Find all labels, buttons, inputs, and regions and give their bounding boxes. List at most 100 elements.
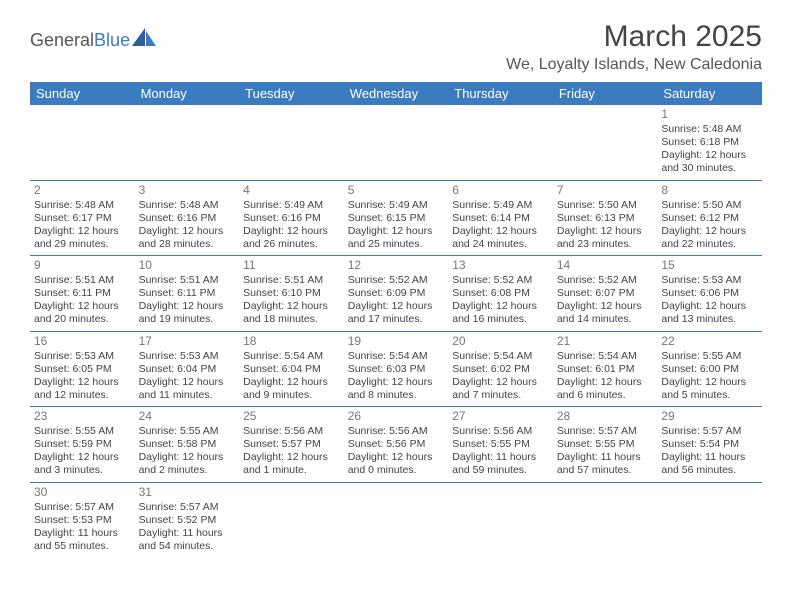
- calendar-day: 29Sunrise: 5:57 AMSunset: 5:54 PMDayligh…: [657, 407, 762, 483]
- day-number: 10: [139, 258, 236, 273]
- calendar-day: 4Sunrise: 5:49 AMSunset: 6:16 PMDaylight…: [239, 180, 344, 256]
- daylight-line: Daylight: 12 hours and 22 minutes.: [661, 225, 758, 251]
- calendar-empty: [239, 482, 344, 557]
- day-number: 2: [34, 183, 131, 198]
- daylight-line: Daylight: 12 hours and 1 minute.: [243, 451, 340, 477]
- sunset-line: Sunset: 6:12 PM: [661, 212, 758, 225]
- day-number: 17: [139, 334, 236, 349]
- daylight-line: Daylight: 12 hours and 3 minutes.: [34, 451, 131, 477]
- day-number: 15: [661, 258, 758, 273]
- logo: GeneralBlue: [30, 20, 158, 53]
- location-subtitle: We, Loyalty Islands, New Caledonia: [506, 56, 762, 74]
- sunset-line: Sunset: 6:01 PM: [557, 363, 654, 376]
- sunrise-line: Sunrise: 5:49 AM: [452, 199, 549, 212]
- day-number: 14: [557, 258, 654, 273]
- calendar-empty: [344, 105, 449, 180]
- daylight-line: Daylight: 11 hours and 57 minutes.: [557, 451, 654, 477]
- calendar-week: 23Sunrise: 5:55 AMSunset: 5:59 PMDayligh…: [30, 407, 762, 483]
- day-number: 27: [452, 409, 549, 424]
- sunrise-line: Sunrise: 5:49 AM: [348, 199, 445, 212]
- daylight-line: Daylight: 11 hours and 59 minutes.: [452, 451, 549, 477]
- sunset-line: Sunset: 6:15 PM: [348, 212, 445, 225]
- sunrise-line: Sunrise: 5:54 AM: [243, 350, 340, 363]
- calendar-empty: [30, 105, 135, 180]
- weekday-header: Sunday: [30, 82, 135, 105]
- calendar-day: 9Sunrise: 5:51 AMSunset: 6:11 PMDaylight…: [30, 256, 135, 332]
- day-number: 5: [348, 183, 445, 198]
- daylight-line: Daylight: 12 hours and 7 minutes.: [452, 376, 549, 402]
- day-number: 9: [34, 258, 131, 273]
- sunrise-line: Sunrise: 5:48 AM: [661, 123, 758, 136]
- sunrise-line: Sunrise: 5:53 AM: [661, 274, 758, 287]
- calendar-day: 1Sunrise: 5:48 AMSunset: 6:18 PMDaylight…: [657, 105, 762, 180]
- sunset-line: Sunset: 6:16 PM: [243, 212, 340, 225]
- sunset-line: Sunset: 6:00 PM: [661, 363, 758, 376]
- sunrise-line: Sunrise: 5:52 AM: [452, 274, 549, 287]
- calendar-table: SundayMondayTuesdayWednesdayThursdayFrid…: [30, 82, 762, 557]
- calendar-day: 6Sunrise: 5:49 AMSunset: 6:14 PMDaylight…: [448, 180, 553, 256]
- sunrise-line: Sunrise: 5:52 AM: [348, 274, 445, 287]
- day-number: 1: [661, 107, 758, 122]
- day-number: 26: [348, 409, 445, 424]
- calendar-day: 8Sunrise: 5:50 AMSunset: 6:12 PMDaylight…: [657, 180, 762, 256]
- calendar-day: 30Sunrise: 5:57 AMSunset: 5:53 PMDayligh…: [30, 482, 135, 557]
- sunset-line: Sunset: 6:17 PM: [34, 212, 131, 225]
- calendar-day: 16Sunrise: 5:53 AMSunset: 6:05 PMDayligh…: [30, 331, 135, 407]
- calendar-day: 31Sunrise: 5:57 AMSunset: 5:52 PMDayligh…: [135, 482, 240, 557]
- daylight-line: Daylight: 12 hours and 17 minutes.: [348, 300, 445, 326]
- day-number: 25: [243, 409, 340, 424]
- calendar-day: 15Sunrise: 5:53 AMSunset: 6:06 PMDayligh…: [657, 256, 762, 332]
- calendar-empty: [553, 482, 658, 557]
- day-number: 30: [34, 485, 131, 500]
- sunset-line: Sunset: 6:03 PM: [348, 363, 445, 376]
- sunrise-line: Sunrise: 5:57 AM: [661, 425, 758, 438]
- sunrise-line: Sunrise: 5:50 AM: [661, 199, 758, 212]
- calendar-day: 20Sunrise: 5:54 AMSunset: 6:02 PMDayligh…: [448, 331, 553, 407]
- calendar-day: 7Sunrise: 5:50 AMSunset: 6:13 PMDaylight…: [553, 180, 658, 256]
- day-number: 4: [243, 183, 340, 198]
- day-number: 7: [557, 183, 654, 198]
- calendar-empty: [553, 105, 658, 180]
- sunset-line: Sunset: 6:11 PM: [34, 287, 131, 300]
- sunset-line: Sunset: 6:08 PM: [452, 287, 549, 300]
- calendar-day: 21Sunrise: 5:54 AMSunset: 6:01 PMDayligh…: [553, 331, 658, 407]
- sunset-line: Sunset: 5:53 PM: [34, 514, 131, 527]
- day-number: 18: [243, 334, 340, 349]
- weekday-header: Monday: [135, 82, 240, 105]
- calendar-week: 30Sunrise: 5:57 AMSunset: 5:53 PMDayligh…: [30, 482, 762, 557]
- daylight-line: Daylight: 12 hours and 19 minutes.: [139, 300, 236, 326]
- day-number: 23: [34, 409, 131, 424]
- sunset-line: Sunset: 6:05 PM: [34, 363, 131, 376]
- daylight-line: Daylight: 12 hours and 9 minutes.: [243, 376, 340, 402]
- sunset-line: Sunset: 6:09 PM: [348, 287, 445, 300]
- calendar-day: 24Sunrise: 5:55 AMSunset: 5:58 PMDayligh…: [135, 407, 240, 483]
- sunrise-line: Sunrise: 5:56 AM: [348, 425, 445, 438]
- daylight-line: Daylight: 12 hours and 20 minutes.: [34, 300, 131, 326]
- daylight-line: Daylight: 12 hours and 30 minutes.: [661, 149, 758, 175]
- calendar-day: 17Sunrise: 5:53 AMSunset: 6:04 PMDayligh…: [135, 331, 240, 407]
- weekday-header: Tuesday: [239, 82, 344, 105]
- daylight-line: Daylight: 12 hours and 25 minutes.: [348, 225, 445, 251]
- sunrise-line: Sunrise: 5:54 AM: [348, 350, 445, 363]
- day-number: 21: [557, 334, 654, 349]
- calendar-week: 16Sunrise: 5:53 AMSunset: 6:05 PMDayligh…: [30, 331, 762, 407]
- sunset-line: Sunset: 5:55 PM: [557, 438, 654, 451]
- sunrise-line: Sunrise: 5:48 AM: [34, 199, 131, 212]
- sunset-line: Sunset: 6:04 PM: [139, 363, 236, 376]
- calendar-day: 23Sunrise: 5:55 AMSunset: 5:59 PMDayligh…: [30, 407, 135, 483]
- daylight-line: Daylight: 12 hours and 0 minutes.: [348, 451, 445, 477]
- sunset-line: Sunset: 6:18 PM: [661, 136, 758, 149]
- calendar-week: 1Sunrise: 5:48 AMSunset: 6:18 PMDaylight…: [30, 105, 762, 180]
- calendar-empty: [344, 482, 449, 557]
- calendar-day: 28Sunrise: 5:57 AMSunset: 5:55 PMDayligh…: [553, 407, 658, 483]
- sunrise-line: Sunrise: 5:55 AM: [661, 350, 758, 363]
- daylight-line: Daylight: 12 hours and 8 minutes.: [348, 376, 445, 402]
- calendar-day: 2Sunrise: 5:48 AMSunset: 6:17 PMDaylight…: [30, 180, 135, 256]
- day-number: 6: [452, 183, 549, 198]
- daylight-line: Daylight: 11 hours and 54 minutes.: [139, 527, 236, 553]
- day-number: 19: [348, 334, 445, 349]
- daylight-line: Daylight: 12 hours and 23 minutes.: [557, 225, 654, 251]
- sunset-line: Sunset: 6:06 PM: [661, 287, 758, 300]
- calendar-week: 9Sunrise: 5:51 AMSunset: 6:11 PMDaylight…: [30, 256, 762, 332]
- day-number: 11: [243, 258, 340, 273]
